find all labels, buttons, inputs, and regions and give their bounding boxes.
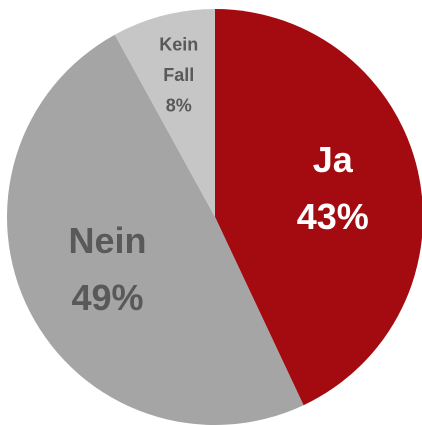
slice-label-line: Nein (69, 219, 147, 260)
slice-label: Ja (313, 138, 354, 179)
value-label: 43% (297, 196, 369, 237)
slice-label-line: Fall (163, 65, 194, 85)
slice-label-line: Kein (159, 34, 198, 54)
value-label: 49% (71, 277, 143, 318)
value-label: 8% (166, 95, 192, 115)
slice-label: Nein (69, 219, 147, 260)
slice-label: Kein Fall (159, 34, 198, 85)
pie-slice (215, 9, 422, 406)
pie-slice (7, 34, 304, 425)
slice-label-line: Ja (313, 138, 354, 179)
pie-slice (114, 9, 215, 217)
